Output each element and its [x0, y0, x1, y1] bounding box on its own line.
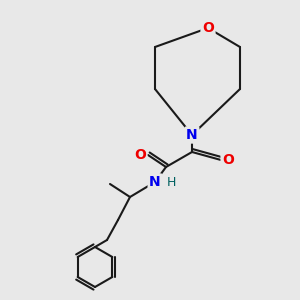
Text: O: O — [202, 21, 214, 35]
Text: H: H — [167, 176, 176, 190]
Text: O: O — [222, 153, 234, 167]
Text: O: O — [134, 148, 146, 162]
Text: N: N — [149, 175, 161, 189]
Text: N: N — [186, 128, 198, 142]
